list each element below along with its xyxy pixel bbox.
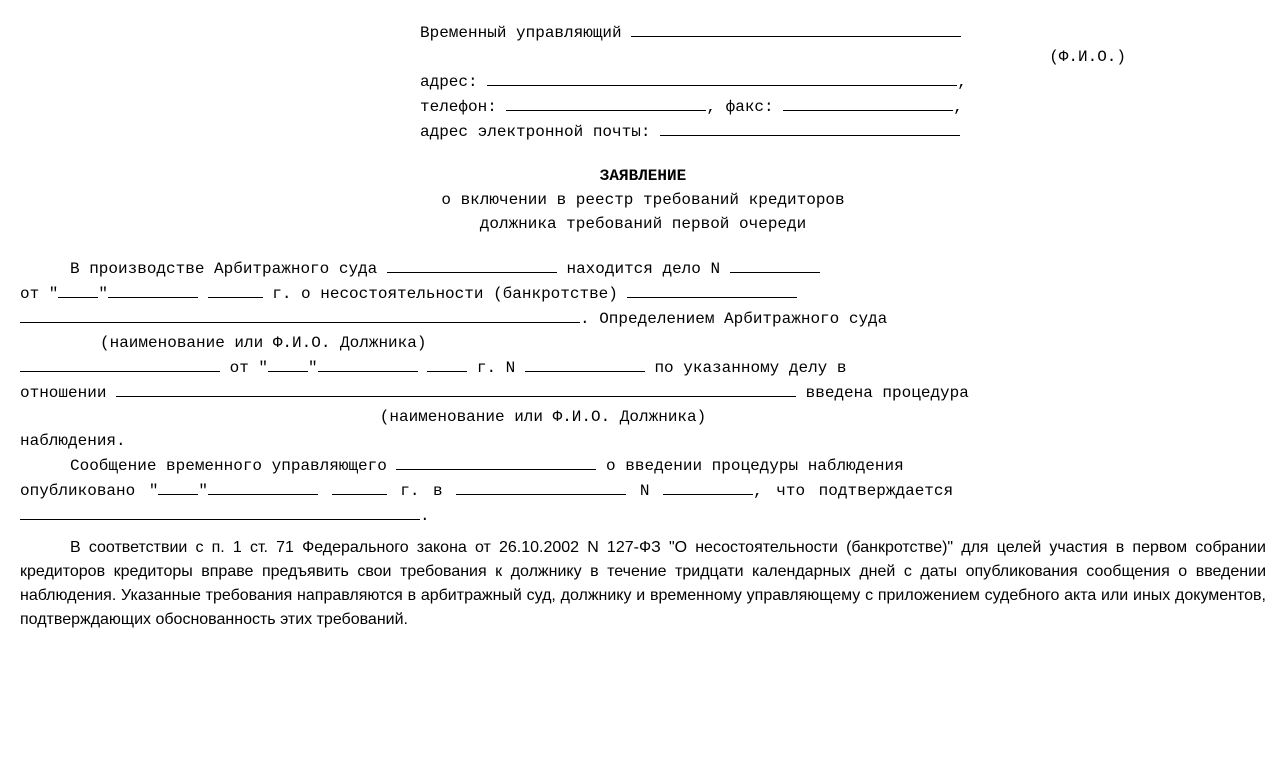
- title-block: ЗАЯВЛЕНИЕ о включении в реестр требовани…: [20, 164, 1266, 236]
- p8b: ": [198, 482, 208, 500]
- p9: .: [420, 507, 430, 525]
- p8c: г. в: [387, 482, 457, 500]
- bankr-blank[interactable]: [627, 281, 797, 298]
- p5a: отношении: [20, 384, 116, 402]
- p2a: от ": [20, 285, 58, 303]
- p7b: о введении процедуры наблюдения: [596, 457, 903, 475]
- address-label: адрес:: [420, 73, 478, 91]
- title-main: ЗАЯВЛЕНИЕ: [20, 164, 1266, 188]
- pub-year-blank[interactable]: [332, 478, 387, 495]
- p1a: В производстве Арбитражного суда: [70, 260, 387, 278]
- month2-blank[interactable]: [318, 355, 418, 372]
- p1b: находится дело N: [557, 260, 730, 278]
- title-sub1: о включении в реестр требований кредитор…: [20, 188, 1266, 212]
- line4: от " " г. N по указанному делу в: [20, 355, 1266, 380]
- email-line: адрес электронной почты:: [420, 119, 1266, 144]
- day-blank[interactable]: [58, 281, 98, 298]
- manager-blank[interactable]: [631, 20, 961, 37]
- year-blank[interactable]: [208, 281, 263, 298]
- p4c: г. N: [467, 359, 525, 377]
- phone-blank[interactable]: [506, 94, 706, 111]
- header-block: Временный управляющий (Ф.И.О.) адрес: , …: [420, 20, 1266, 144]
- debtor-blank2[interactable]: [116, 380, 796, 397]
- line3: . Определением Арбитражного суда: [20, 306, 1266, 331]
- p8d: N: [626, 482, 663, 500]
- p5b: введена процедура: [796, 384, 969, 402]
- court-blank[interactable]: [387, 256, 557, 273]
- fax-blank[interactable]: [783, 94, 953, 111]
- line7: Сообщение временного управляющего о введ…: [20, 453, 1266, 478]
- line8: опубликовано " " г. в N , что подтверждае…: [20, 478, 1266, 503]
- pub-month-blank[interactable]: [208, 478, 318, 495]
- p7a: Сообщение временного управляющего: [70, 457, 396, 475]
- p2b: ": [98, 285, 108, 303]
- note2: (наименование или Ф.И.О. Должника): [380, 408, 706, 426]
- line1: В производстве Арбитражного суда находит…: [20, 256, 1266, 281]
- p3a: . Определением Арбитражного суда: [580, 310, 887, 328]
- p4a: от ": [220, 359, 268, 377]
- p2c: г. о несостоятельности (банкротстве): [263, 285, 628, 303]
- manager-label: Временный управляющий: [420, 24, 622, 42]
- year2-blank[interactable]: [427, 355, 467, 372]
- note1: (наименование или Ф.И.О. Должника): [100, 334, 426, 352]
- body-text: В производстве Арбитражного суда находит…: [20, 256, 1266, 632]
- address-line: адрес: ,: [420, 69, 1266, 94]
- confirm-blank[interactable]: [20, 503, 420, 520]
- line5: отношении введена процедура: [20, 380, 1266, 405]
- court2-blank[interactable]: [20, 355, 220, 372]
- p8a: опубликовано ": [20, 482, 158, 500]
- pub-n-blank[interactable]: [663, 478, 753, 495]
- note1-line: (наименование или Ф.И.О. Должника): [100, 331, 1266, 355]
- p4d: по указанному делу в: [645, 359, 847, 377]
- line9: .: [20, 503, 1266, 528]
- day2-blank[interactable]: [268, 355, 308, 372]
- case-n-blank[interactable]: [730, 256, 820, 273]
- p4b: ": [308, 359, 318, 377]
- email-label: адрес электронной почты:: [420, 123, 650, 141]
- fio-note: (Ф.И.О.): [420, 45, 1126, 69]
- email-blank[interactable]: [660, 119, 960, 136]
- address-blank[interactable]: [487, 69, 957, 86]
- line6: наблюдения.: [20, 429, 1266, 453]
- mgr-blank[interactable]: [396, 453, 596, 470]
- p6: наблюдения.: [20, 432, 126, 450]
- note2-line: (наименование или Ф.И.О. Должника): [0, 405, 1266, 429]
- p8e: , что подтверждается: [753, 482, 953, 500]
- law-paragraph: В соответствии с п. 1 ст. 71 Федеральног…: [20, 536, 1266, 632]
- debtor-blank1[interactable]: [20, 306, 580, 323]
- pub-in-blank[interactable]: [456, 478, 626, 495]
- fax-label: факс:: [726, 98, 774, 116]
- phone-label: телефон:: [420, 98, 497, 116]
- month-blank[interactable]: [108, 281, 198, 298]
- n2-blank[interactable]: [525, 355, 645, 372]
- line2: от " " г. о несостоятельности (банкротств…: [20, 281, 1266, 306]
- title-sub2: должника требований первой очереди: [20, 212, 1266, 236]
- phone-line: телефон: , факс: ,: [420, 94, 1266, 119]
- pub-day-blank[interactable]: [158, 478, 198, 495]
- manager-line: Временный управляющий: [420, 20, 1266, 45]
